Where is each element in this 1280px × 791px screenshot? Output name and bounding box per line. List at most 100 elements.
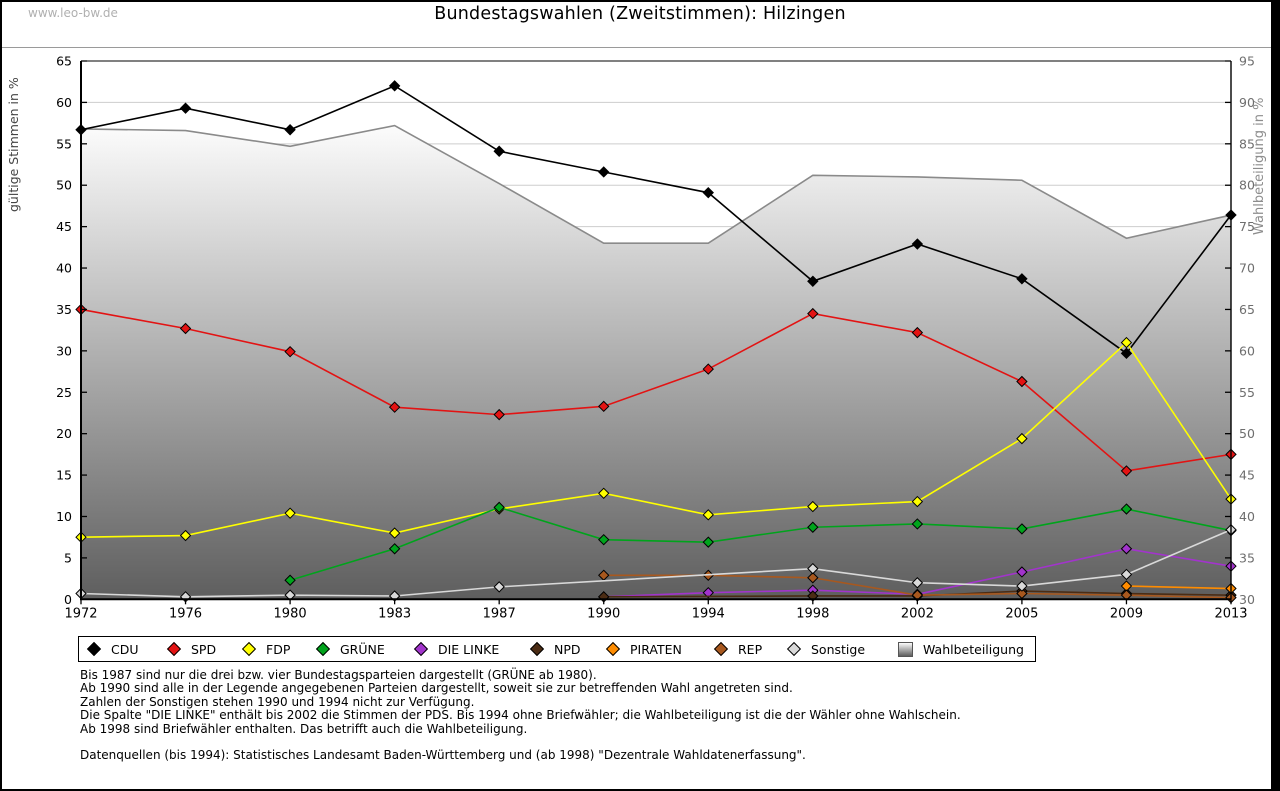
legend-label: REP xyxy=(738,641,763,657)
x-tick-label-1994: 1994 xyxy=(692,606,725,621)
legend-label: Sonstige xyxy=(811,641,866,657)
marker-CDU-1987 xyxy=(493,145,505,157)
rep-marker-icon xyxy=(713,641,729,657)
left-tick-label: 30 xyxy=(56,343,72,358)
marker-SPD-1976 xyxy=(179,322,192,335)
legend-item-piraten: PIRATEN xyxy=(605,637,682,661)
marker-SPD-1990 xyxy=(598,400,610,413)
series-line-Sonstige xyxy=(80,528,1232,598)
left-tick-label: 25 xyxy=(56,385,72,400)
marker-CDU-1998 xyxy=(807,275,819,287)
legend-label: DIE LINKE xyxy=(438,641,500,657)
footnote-line: Ab 1998 sind Briefwähler enthalten. Das … xyxy=(80,721,528,736)
legend-item-sonstige: Sonstige xyxy=(786,637,866,661)
piraten-marker-icon xyxy=(605,641,621,657)
marker-SPD-2005 xyxy=(1016,375,1028,388)
x-tick-label-1983: 1983 xyxy=(378,606,411,621)
footnote-line: Bis 1987 sind nur die drei bzw. vier Bun… xyxy=(80,668,597,682)
marker-GRÜNE-1980 xyxy=(284,574,296,586)
left-tick-label: 20 xyxy=(56,426,72,441)
series-line-FDP xyxy=(80,341,1232,538)
marker-CDU-2002 xyxy=(911,238,924,250)
turnout-area xyxy=(81,125,1231,600)
cdu-marker-icon xyxy=(86,641,102,657)
x-tick-label-1972: 1972 xyxy=(64,606,97,621)
marker-SPD-1983 xyxy=(388,401,401,413)
series-line-SPD xyxy=(80,308,1232,472)
data-source-line: Datenquellen (bis 1994): Statistisches L… xyxy=(80,748,806,763)
marker-Sonstige-2002 xyxy=(911,577,924,589)
gruene-marker-icon xyxy=(315,641,331,657)
legend-item-wahlbeteiligung: Wahlbeteiligung xyxy=(898,637,1024,661)
legend-label: GRÜNE xyxy=(340,641,385,657)
marker-CDU-1976 xyxy=(179,102,192,114)
marker-DIE LINKE-2005 xyxy=(1016,566,1028,578)
marker-Sonstige-1987 xyxy=(493,581,505,593)
left-tick-label: 40 xyxy=(56,261,72,276)
marker-SPD-1980 xyxy=(284,345,296,358)
marker-FDP-2005 xyxy=(1016,432,1028,445)
legend-label: SPD xyxy=(191,641,217,657)
footnote-line: Zahlen der Sonstigen stehen 1990 und 199… xyxy=(80,694,475,709)
footnotes-block: Bis 1987 sind nur die drei bzw. vier Bun… xyxy=(80,668,961,763)
right-tick-label: 75 xyxy=(1239,219,1255,234)
legend-item-cdu: CDU xyxy=(86,637,139,661)
marker-Sonstige-1998 xyxy=(807,562,819,575)
npd-marker-icon xyxy=(529,641,545,657)
marker-GRÜNE-1987 xyxy=(493,501,505,514)
marker-Sonstige-2005 xyxy=(1016,580,1028,592)
marker-GRÜNE-1990 xyxy=(598,533,610,546)
sonstige-marker-icon xyxy=(786,641,802,657)
series-line-CDU xyxy=(80,84,1232,355)
legend-label: Wahlbeteiligung xyxy=(923,641,1024,657)
die-linke-marker-icon xyxy=(413,641,429,657)
marker-FDP-1976 xyxy=(179,529,192,542)
right-tick-label: 30 xyxy=(1239,592,1255,607)
legend-item-spd: SPD xyxy=(166,637,217,661)
left-tick-label: 0 xyxy=(64,592,72,607)
wahlbeteiligung-marker-icon xyxy=(898,641,913,657)
spd-marker-icon xyxy=(166,641,182,657)
x-tick-label-2005: 2005 xyxy=(1005,606,1038,621)
marker-CDU-2009 xyxy=(1120,347,1133,360)
left-tick-label: 35 xyxy=(56,302,72,317)
watermark: www.leo-bw.de xyxy=(28,6,118,20)
left-tick-label: 45 xyxy=(56,219,72,234)
left-tick-label: 50 xyxy=(56,178,72,193)
left-tick-label: 15 xyxy=(56,468,72,483)
x-tick-label-1990: 1990 xyxy=(587,606,620,621)
x-tick-label-2009: 2009 xyxy=(1110,606,1143,621)
left-tick-label: 55 xyxy=(56,136,72,151)
marker-DIE LINKE-1994 xyxy=(702,586,714,599)
x-tick-label-2013: 2013 xyxy=(1214,606,1247,621)
marker-GRÜNE-1983 xyxy=(388,543,401,555)
right-tick-label: 50 xyxy=(1239,426,1255,441)
footnote-line: Ab 1990 sind alle in der Legende angegeb… xyxy=(80,681,793,696)
right-tick-label: 35 xyxy=(1239,550,1255,565)
marker-SPD-1987 xyxy=(493,408,505,421)
left-tick-label: 65 xyxy=(56,54,72,69)
footnote-line: Die Spalte "DIE LINKE" enthält bis 2002 … xyxy=(80,708,961,723)
right-tick-label: 40 xyxy=(1239,509,1255,524)
marker-GRÜNE-2005 xyxy=(1016,523,1028,535)
right-tick-label: 85 xyxy=(1239,136,1255,151)
marker-FDP-1983 xyxy=(388,527,401,539)
right-tick-label: 65 xyxy=(1239,302,1255,317)
marker-GRÜNE-2009 xyxy=(1120,503,1133,515)
series-line-PIRATEN xyxy=(1126,585,1232,590)
turnout-line xyxy=(80,124,1232,244)
marker-REP-1998 xyxy=(807,572,819,584)
legend-label: NPD xyxy=(554,641,581,657)
marker-CDU-1983 xyxy=(388,80,401,92)
left-tick-label: 5 xyxy=(64,550,72,565)
marker-FDP-1994 xyxy=(702,509,714,521)
marker-SPD-2002 xyxy=(911,326,924,339)
marker-DIE LINKE-2009 xyxy=(1120,543,1133,555)
marker-SPD-1994 xyxy=(702,363,714,375)
page-title: Bundestagswahlen (Zweitstimmen): Hilzing… xyxy=(434,4,846,24)
right-tick-label: 95 xyxy=(1239,54,1255,69)
x-tick-label-2002: 2002 xyxy=(901,606,934,621)
marker-FDP-1998 xyxy=(807,500,819,513)
right-tick-label: 55 xyxy=(1239,385,1255,400)
